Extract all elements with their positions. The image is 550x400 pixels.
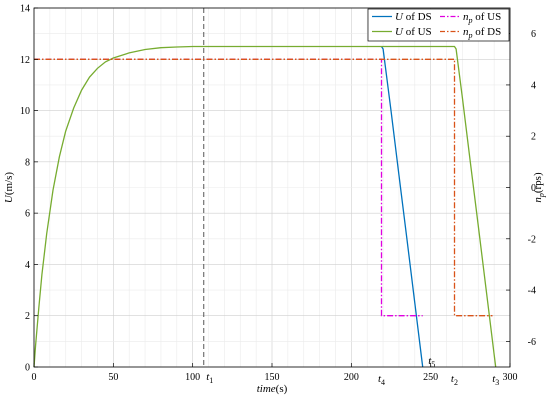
- x-tick-label: 250: [423, 372, 438, 383]
- y-axis-left-label: U(m/s): [3, 172, 15, 204]
- y-right-tick-label: -4: [528, 286, 536, 297]
- y-left-tick-label: 14: [20, 4, 30, 15]
- y-right-axis-ticks: -6 -4 -2 0 2 4 6: [506, 29, 536, 348]
- y-left-tick-label: 10: [20, 106, 30, 117]
- x-axis-ticks: 0 50 100 150 200 250 300: [32, 363, 518, 383]
- y-left-tick-label: 2: [25, 311, 30, 322]
- time-markers: t1 t2 t3 t4 t5: [206, 355, 499, 387]
- y-right-tick-label: -6: [528, 337, 536, 348]
- x-tick-label: 300: [503, 372, 518, 383]
- y-right-tick-label: -2: [528, 234, 536, 245]
- x-tick-label: 50: [108, 372, 118, 383]
- y-left-axis-ticks: 0 2 4 6 8 10 12 14: [20, 4, 38, 374]
- time-marker-t3: t3: [492, 373, 499, 387]
- y-right-tick-label: 6: [531, 29, 536, 40]
- y-right-tick-label: 0: [531, 183, 536, 194]
- y-left-tick-label: 4: [25, 260, 30, 271]
- x-tick-label: 0: [32, 372, 37, 383]
- time-marker-t4: t4: [378, 373, 385, 387]
- time-marker-t2: t2: [451, 373, 458, 387]
- legend-label: np of US: [463, 11, 501, 25]
- series-line-u-of-us: [33, 45, 497, 368]
- series-group: [33, 45, 497, 368]
- series-line-n-p-of-ds: [34, 58, 493, 317]
- x-tick-label: 150: [265, 372, 280, 383]
- y-right-tick-label: 2: [531, 132, 536, 143]
- y-left-tick-label: 0: [25, 363, 30, 374]
- time-marker-t5: t5: [428, 355, 435, 369]
- x-tick-label: 200: [344, 372, 359, 383]
- y-left-tick-label: 8: [25, 157, 30, 168]
- time-marker-t1: t1: [206, 371, 213, 385]
- legend-label: U of US: [395, 26, 432, 38]
- y-left-tick-label: 6: [25, 209, 30, 220]
- y-right-tick-label: 4: [531, 80, 536, 91]
- series-line-u-of-ds: [380, 46, 424, 368]
- legend-box: [367, 8, 510, 42]
- x-axis-label: time(s): [257, 383, 288, 395]
- legend-label: np of DS: [463, 26, 501, 40]
- y-left-tick-label: 12: [20, 55, 30, 66]
- y-axis-right-label: np(rps): [532, 172, 546, 203]
- legend-label: U of DS: [395, 11, 432, 23]
- x-tick-label: 100: [185, 372, 200, 383]
